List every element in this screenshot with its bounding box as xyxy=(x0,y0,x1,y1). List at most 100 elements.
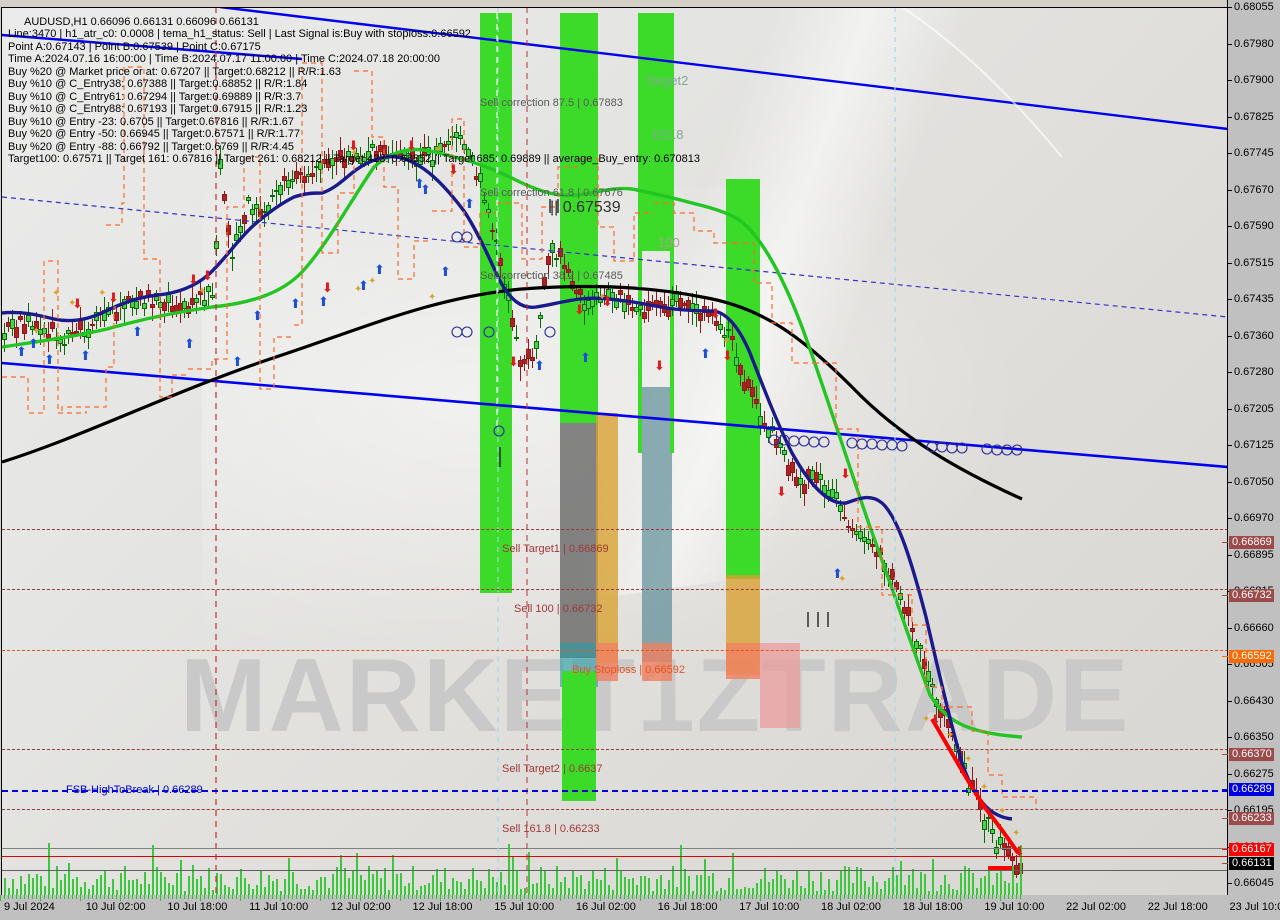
candle xyxy=(514,324,519,342)
time-minor-tick xyxy=(528,895,529,899)
time-minor-tick xyxy=(512,895,513,899)
time-minor-tick xyxy=(140,895,141,899)
time-minor-tick xyxy=(704,895,705,899)
fib-label: Target2 xyxy=(645,73,689,88)
volume-bar xyxy=(656,879,658,895)
volume-bar xyxy=(528,851,530,895)
volume-bar xyxy=(552,887,554,895)
price-tag-tick xyxy=(1222,754,1228,755)
header-line-8: Buy %20 @ Entry -50: 0.66945 || Target:0… xyxy=(8,128,301,141)
volume-bar xyxy=(264,886,266,895)
volume-bar xyxy=(388,889,390,895)
buy-arrow-up-icon: ⬆ xyxy=(252,308,263,323)
time-minor-tick xyxy=(868,895,869,899)
volume-bar xyxy=(644,875,646,895)
candle xyxy=(678,290,683,316)
volume-bar xyxy=(628,878,630,895)
candle-wick xyxy=(700,308,701,334)
candle xyxy=(202,286,207,311)
volume-bar xyxy=(480,880,482,895)
time-minor-tick xyxy=(256,895,257,899)
volume-bar xyxy=(20,875,22,895)
volume-bar xyxy=(648,878,650,895)
signal-star-icon: ✦ xyxy=(980,782,989,793)
candle-wick xyxy=(72,319,73,342)
time-minor-tick xyxy=(404,895,405,899)
volume-bar xyxy=(1004,880,1006,895)
candle-wick xyxy=(844,504,845,522)
time-axis[interactable]: 9 Jul 2024 10 Jul 02:00 10 Jul 18:00 11 Jul… xyxy=(0,895,1280,920)
time-minor-tick xyxy=(964,895,965,899)
buy-arrow-up-icon: ⬆ xyxy=(184,336,195,351)
candle-body xyxy=(338,150,343,160)
candle-wick xyxy=(520,355,521,381)
time-minor-tick xyxy=(888,895,889,899)
volume-bar xyxy=(964,866,966,895)
volume-bar xyxy=(956,890,958,895)
time-minor-tick xyxy=(536,895,537,899)
time-minor-tick xyxy=(20,895,21,899)
time-minor-tick xyxy=(788,895,789,899)
candle-body xyxy=(802,484,807,494)
candle xyxy=(442,141,447,157)
time-minor-tick xyxy=(496,895,497,899)
volume-bar xyxy=(52,887,54,895)
volume-bar xyxy=(844,865,846,895)
time-minor-tick xyxy=(540,895,541,899)
volume-bar xyxy=(740,888,742,895)
candle xyxy=(370,140,375,152)
time-minor-tick xyxy=(400,895,401,901)
volume-bar xyxy=(940,885,942,895)
time-minor-tick xyxy=(248,895,249,899)
sell-arrow-down-icon: ⬇ xyxy=(710,306,721,321)
time-minor-tick xyxy=(76,895,77,899)
time-minor-tick xyxy=(312,895,313,899)
candle-body xyxy=(486,209,491,213)
candle-body xyxy=(198,290,203,295)
time-minor-tick xyxy=(804,895,805,899)
volume-bar xyxy=(788,888,790,895)
candle xyxy=(906,594,911,627)
time-minor-tick xyxy=(860,895,861,899)
volume-bar xyxy=(952,888,954,895)
level-label: Sell Target1 | 0.66869 xyxy=(502,543,609,555)
chart-plot-area[interactable]: MARKET1ZTRADE xyxy=(1,7,1227,895)
time-minor-tick xyxy=(780,895,781,899)
price-tag-tick xyxy=(1222,863,1228,864)
time-minor-tick xyxy=(364,895,365,899)
indicator-overlay xyxy=(2,7,1227,895)
time-minor-tick xyxy=(684,895,685,899)
volume-bar xyxy=(48,843,50,895)
candle xyxy=(234,222,239,245)
candle-body xyxy=(558,248,563,257)
time-minor-tick xyxy=(56,895,57,899)
volume-bar xyxy=(184,890,186,895)
time-minor-tick xyxy=(0,895,1,901)
candle xyxy=(2,322,7,353)
candle xyxy=(722,327,727,347)
candle-body xyxy=(726,329,731,332)
candle-body xyxy=(182,300,187,310)
price-axis[interactable]: 0.68055 0.67980 0.67900 0.67825 0.67745 0.676… xyxy=(1222,0,1280,920)
candle xyxy=(834,479,839,507)
sell-arrow-down-icon: ⬇ xyxy=(574,302,585,317)
candle xyxy=(14,320,19,349)
volume-bar xyxy=(548,883,550,895)
header-line-1: Point A:0.67143 | Point B:0.67539 | Poin… xyxy=(8,40,261,53)
volume-bar xyxy=(16,888,18,895)
time-minor-tick xyxy=(812,895,813,899)
candle-body xyxy=(514,336,519,339)
candle-body xyxy=(694,303,699,314)
candle-body xyxy=(418,155,423,165)
vertical-band xyxy=(480,13,512,593)
candle-body xyxy=(290,178,295,183)
time-minor-tick xyxy=(560,895,561,901)
sell-arrow-down-icon: ⬇ xyxy=(348,138,359,153)
volume-bar xyxy=(972,872,974,895)
volume-bar xyxy=(768,881,770,895)
time-minor-tick xyxy=(232,895,233,899)
candle-wick xyxy=(920,642,921,663)
time-minor-tick xyxy=(136,895,137,899)
candle-wick xyxy=(84,319,85,343)
time-minor-tick xyxy=(488,895,489,899)
